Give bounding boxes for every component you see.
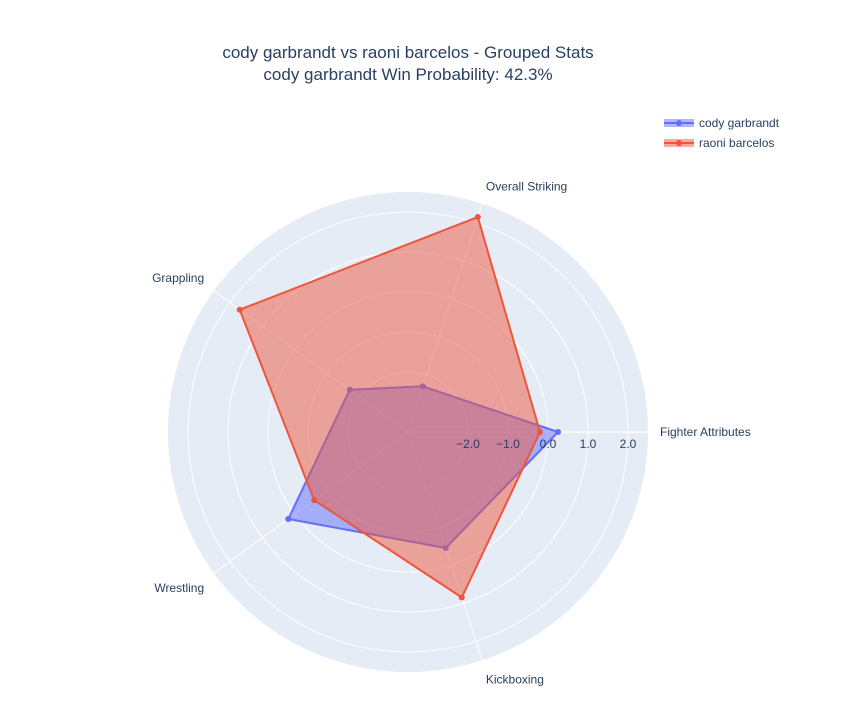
legend-marker	[676, 120, 682, 126]
radial-tick-label: −2.0	[456, 437, 480, 451]
radial-tick-label: 2.0	[620, 437, 637, 451]
category-label: Kickboxing	[486, 673, 544, 687]
legend-label: raoni barcelos	[699, 136, 774, 150]
category-label: Grappling	[152, 271, 204, 285]
category-label: Wrestling	[154, 581, 204, 595]
series-2	[236, 214, 543, 601]
series-area	[238, 216, 541, 599]
chart-title: cody garbrandt vs raoni barcelos - Group…	[222, 43, 593, 62]
data-point	[537, 429, 543, 435]
data-point	[474, 214, 481, 221]
data-point	[285, 515, 292, 522]
legend-label: cody garbrandt	[699, 116, 780, 130]
data-point	[458, 594, 465, 601]
label-layer: −2.0 −1.0 0.0 1.0 2.0 Fighter Attributes Overa…	[152, 179, 751, 686]
radial-tick-label: 0.0	[540, 437, 557, 451]
category-label: Fighter Attributes	[660, 425, 751, 439]
legend-item[interactable]: raoni barcelos	[664, 136, 774, 150]
radial-tick-label: −1.0	[496, 437, 520, 451]
data-point	[236, 306, 243, 313]
legend[interactable]: cody garbrandt raoni barcelos	[664, 116, 780, 150]
legend-item[interactable]: cody garbrandt	[664, 116, 780, 130]
series-layer	[236, 214, 561, 601]
legend-marker	[676, 140, 682, 146]
radial-tick-label: 1.0	[580, 437, 597, 451]
data-point	[311, 497, 318, 504]
chart-subtitle: cody garbrandt Win Probability: 42.3%	[263, 65, 552, 84]
category-label: Overall Striking	[486, 179, 567, 193]
data-point	[555, 429, 561, 435]
